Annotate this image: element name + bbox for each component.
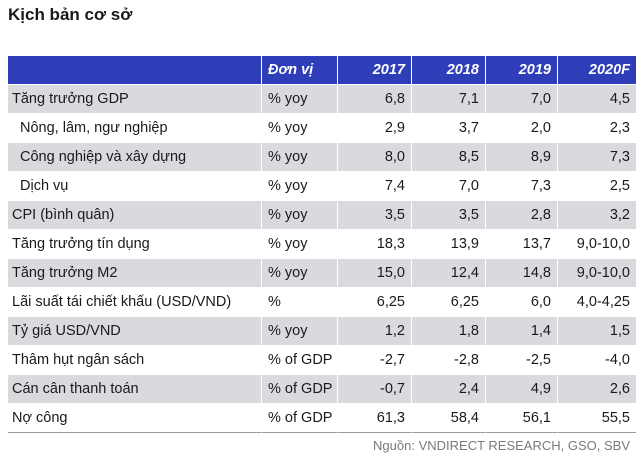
row-unit: % yoy xyxy=(262,230,338,259)
table-row: Tăng trưởng tín dụng% yoy 18,3 13,9 13,7 9,0… xyxy=(8,230,636,259)
row-label: Tỷ giá USD/VND xyxy=(8,317,262,346)
row-value: 61,3 xyxy=(338,404,412,433)
header-year: 2017 xyxy=(338,56,412,85)
row-label: Nông, lâm, ngư nghiệp xyxy=(8,114,262,143)
row-value: 6,25 xyxy=(338,288,412,317)
row-value: -2,8 xyxy=(412,346,486,375)
table-row: Tỷ giá USD/VND% yoy 1,2 1,8 1,4 1,5 xyxy=(8,317,636,346)
row-label: Công nghiệp và xây dựng xyxy=(8,143,262,172)
row-unit: % yoy xyxy=(262,114,338,143)
row-value: 2,4 xyxy=(412,375,486,404)
row-value: 3,5 xyxy=(412,201,486,230)
table-row: Nông, lâm, ngư nghiệp% yoy 2,9 3,7 2,0 2,3 xyxy=(8,114,636,143)
row-value: 2,9 xyxy=(338,114,412,143)
row-label: Tăng trưởng M2 xyxy=(8,259,262,288)
table-header-row: Đơn vị 2017 2018 2019 2020F xyxy=(8,56,636,85)
table-row: Lãi suất tái chiết khấu (USD/VND)% 6,25 6,… xyxy=(8,288,636,317)
row-value: 2,8 xyxy=(486,201,558,230)
header-label xyxy=(8,56,262,85)
row-unit: % yoy xyxy=(262,172,338,201)
row-value: 18,3 xyxy=(338,230,412,259)
row-unit: % yoy xyxy=(262,85,338,114)
table-body: Tăng trưởng GDP% yoy 6,8 7,1 7,0 4,5 Nông, lâ… xyxy=(8,85,636,433)
row-unit: % of GDP xyxy=(262,404,338,433)
row-value: 7,4 xyxy=(338,172,412,201)
page-title: Kịch bản cơ sở xyxy=(8,5,133,24)
table-row: CPI (bình quân)% yoy 3,5 3,5 2,8 3,2 xyxy=(8,201,636,230)
row-value: 3,7 xyxy=(412,114,486,143)
row-value: 14,8 xyxy=(486,259,558,288)
row-label: Tăng trưởng GDP xyxy=(8,85,262,114)
row-value: 4,0-4,25 xyxy=(558,288,636,317)
row-value: 3,5 xyxy=(338,201,412,230)
row-value: 8,9 xyxy=(486,143,558,172)
row-value: 2,3 xyxy=(558,114,636,143)
row-value: 8,5 xyxy=(412,143,486,172)
row-value: 7,3 xyxy=(558,143,636,172)
row-value: 4,5 xyxy=(558,85,636,114)
row-value: 13,7 xyxy=(486,230,558,259)
row-value: 9,0-10,0 xyxy=(558,230,636,259)
row-label: Cán cân thanh toán xyxy=(8,375,262,404)
row-value: 7,0 xyxy=(412,172,486,201)
row-value: 7,0 xyxy=(486,85,558,114)
row-label: Dịch vụ xyxy=(8,172,262,201)
row-value: -2,5 xyxy=(486,346,558,375)
table-row: Nợ công% of GDP 61,3 58,4 56,1 55,5 xyxy=(8,404,636,433)
row-label: CPI (bình quân) xyxy=(8,201,262,230)
row-unit: % of GDP xyxy=(262,346,338,375)
row-value: -4,0 xyxy=(558,346,636,375)
row-unit: % xyxy=(262,288,338,317)
row-value: 15,0 xyxy=(338,259,412,288)
row-value: 9,0-10,0 xyxy=(558,259,636,288)
header-year: 2019 xyxy=(486,56,558,85)
row-label: Thâm hụt ngân sách xyxy=(8,346,262,375)
row-value: -2,7 xyxy=(338,346,412,375)
row-value: 7,3 xyxy=(486,172,558,201)
row-value: 58,4 xyxy=(412,404,486,433)
row-value: -0,7 xyxy=(338,375,412,404)
row-value: 6,8 xyxy=(338,85,412,114)
row-label: Nợ công xyxy=(8,404,262,433)
table-row: Tăng trưởng M2% yoy 15,0 12,4 14,8 9,0-10,0 xyxy=(8,259,636,288)
row-unit: % yoy xyxy=(262,201,338,230)
row-value: 1,4 xyxy=(486,317,558,346)
header-year: 2020F xyxy=(558,56,636,85)
table-row: Cán cân thanh toán% of GDP -0,7 2,4 4,9 2,6 xyxy=(8,375,636,404)
header-unit: Đơn vị xyxy=(262,56,338,85)
row-value: 7,1 xyxy=(412,85,486,114)
row-value: 2,6 xyxy=(558,375,636,404)
row-unit: % of GDP xyxy=(262,375,338,404)
row-value: 56,1 xyxy=(486,404,558,433)
row-value: 8,0 xyxy=(338,143,412,172)
row-value: 12,4 xyxy=(412,259,486,288)
row-value: 1,8 xyxy=(412,317,486,346)
table-row: Công nghiệp và xây dựng% yoy 8,0 8,5 8,9 7,3 xyxy=(8,143,636,172)
row-value: 13,9 xyxy=(412,230,486,259)
row-value: 6,25 xyxy=(412,288,486,317)
row-value: 1,2 xyxy=(338,317,412,346)
row-unit: % yoy xyxy=(262,259,338,288)
row-value: 4,9 xyxy=(486,375,558,404)
row-unit: % yoy xyxy=(262,143,338,172)
row-value: 6,0 xyxy=(486,288,558,317)
row-unit: % yoy xyxy=(262,317,338,346)
row-value: 3,2 xyxy=(558,201,636,230)
table-row: Dịch vụ% yoy 7,4 7,0 7,3 2,5 xyxy=(8,172,636,201)
row-value: 2,0 xyxy=(486,114,558,143)
row-label: Tăng trưởng tín dụng xyxy=(8,230,262,259)
forecast-table: Đơn vị 2017 2018 2019 2020F Tăng trưởng … xyxy=(8,56,636,433)
table-row: Tăng trưởng GDP% yoy 6,8 7,1 7,0 4,5 xyxy=(8,85,636,114)
row-value: 55,5 xyxy=(558,404,636,433)
table-row: Thâm hụt ngân sách% of GDP -2,7 -2,8 -2,5 -4… xyxy=(8,346,636,375)
row-value: 2,5 xyxy=(558,172,636,201)
header-year: 2018 xyxy=(412,56,486,85)
source-note: Nguồn: VNDIRECT RESEARCH, GSO, SBV xyxy=(373,438,630,453)
row-label: Lãi suất tái chiết khấu (USD/VND) xyxy=(8,288,262,317)
row-value: 1,5 xyxy=(558,317,636,346)
